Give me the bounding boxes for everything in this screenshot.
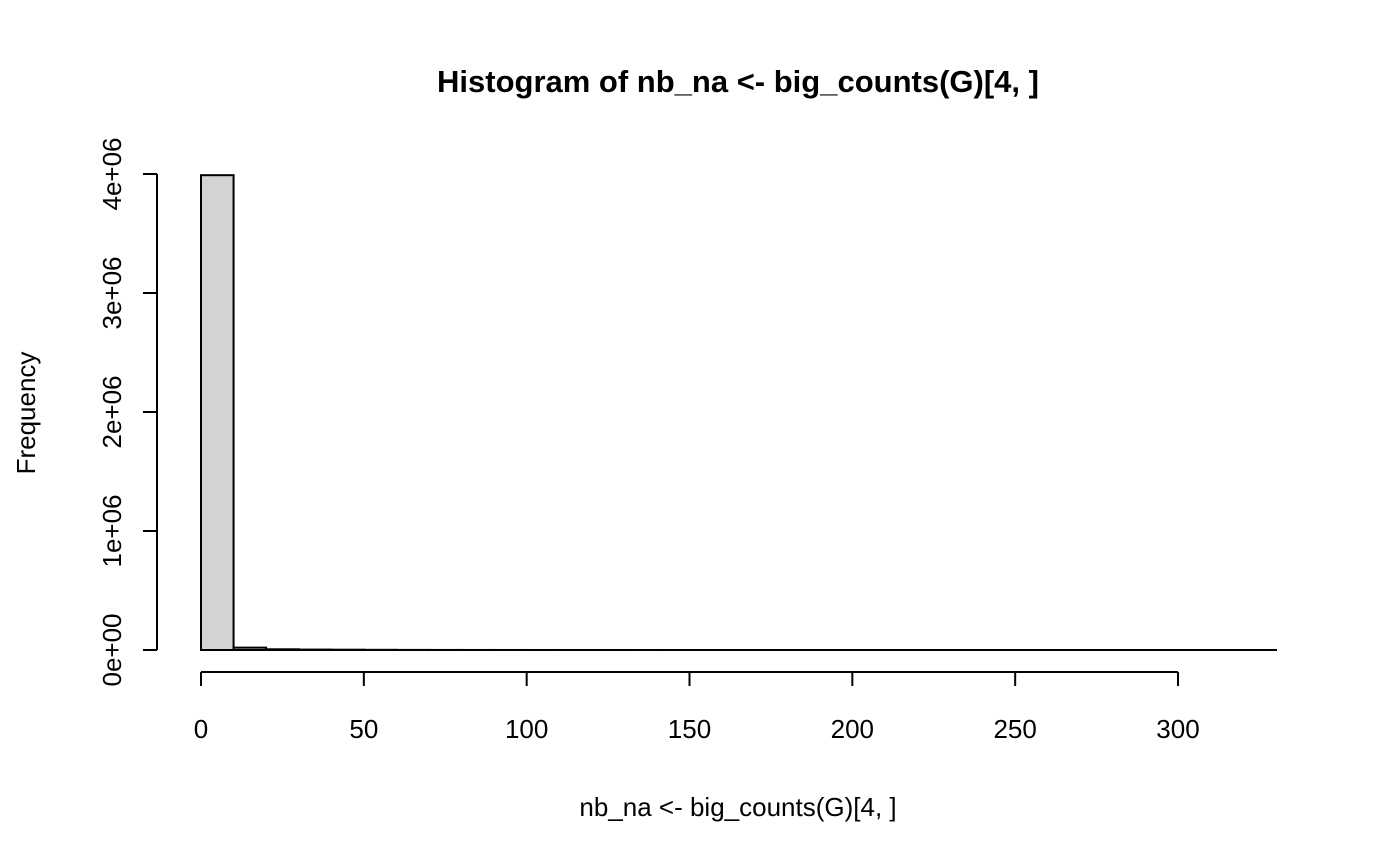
x-tick-label: 300	[1156, 714, 1199, 744]
x-axis: 0 50 100 150 200 250 300	[194, 649, 1277, 744]
histogram-bars	[200, 174, 1277, 652]
x-tick-label: 150	[668, 714, 711, 744]
x-tick-label: 100	[505, 714, 548, 744]
x-axis-label: nb_na <- big_counts(G)[4, ]	[579, 792, 896, 822]
x-tick-label: 200	[831, 714, 874, 744]
x-tick-label: 250	[993, 714, 1036, 744]
y-tick-label: 0e+00	[97, 613, 127, 686]
y-tick-label: 4e+06	[97, 137, 127, 210]
x-tick-label: 0	[194, 714, 208, 744]
y-axis: 0e+00 1e+06 2e+06 3e+06 4e+06	[97, 137, 158, 687]
chart-title: Histogram of nb_na <- big_counts(G)[4, ]	[437, 64, 1039, 99]
y-tick-label: 1e+06	[97, 494, 127, 567]
y-tick-label: 3e+06	[97, 256, 127, 329]
histogram-bar	[200, 174, 235, 651]
y-axis-label: Frequency	[11, 352, 41, 475]
x-tick-label: 50	[349, 714, 378, 744]
y-tick-label: 2e+06	[97, 375, 127, 448]
